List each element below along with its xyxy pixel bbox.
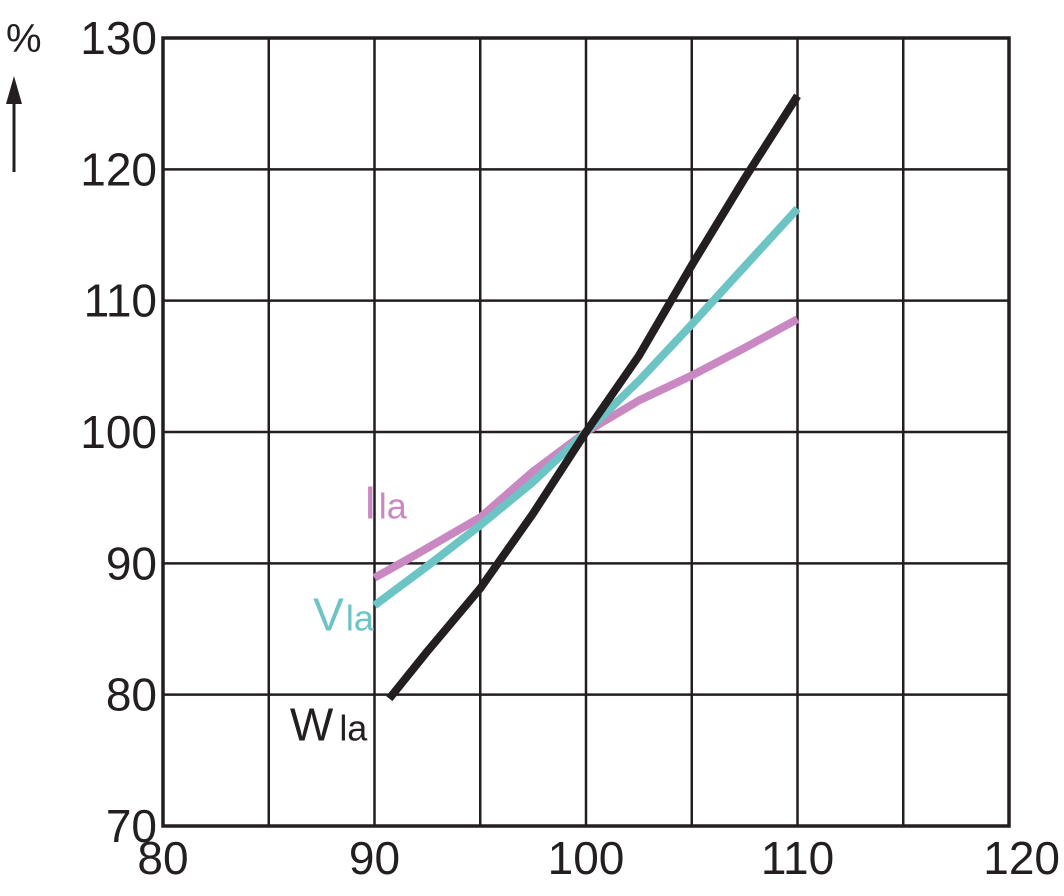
x-tick-label: 90: [349, 832, 400, 884]
y-axis-arrow-head: [6, 76, 22, 104]
y-tick-label: 110: [84, 275, 157, 327]
y-tick-label: 70: [106, 800, 157, 852]
x-tick-label: 80: [137, 832, 188, 884]
x-tick-label: 120: [983, 832, 1060, 884]
series-label-sub: la: [379, 486, 408, 527]
series-label-main: I: [364, 477, 377, 529]
y-tick-label: 90: [106, 537, 157, 589]
series-label-vla: Vla: [313, 588, 375, 640]
y-tick-label: 130: [80, 12, 157, 64]
y-tick-labels: 70 80 90 100 110 120 130: [80, 12, 157, 852]
series-label-sub: la: [339, 708, 368, 749]
x-tick-labels: 80 90 100 110 120: [137, 832, 1060, 884]
series-label-ila: Ila: [364, 477, 408, 529]
series-label-main: V: [313, 588, 344, 640]
x-tick-label: 110: [761, 832, 834, 884]
series-line-wla: [386, 93, 801, 702]
series-label-main: W: [290, 699, 334, 751]
y-tick-label: 120: [80, 143, 157, 195]
y-tick-label: 100: [80, 406, 157, 458]
plot-frame: [161, 36, 1011, 828]
y-tick-label: 80: [106, 669, 157, 721]
series-label-sub: la: [346, 597, 375, 638]
series-lines: [372, 93, 801, 702]
y-axis-unit-label: %: [6, 17, 42, 61]
x-tick-label: 100: [548, 832, 625, 884]
y-axis-unit: %: [6, 17, 42, 172]
